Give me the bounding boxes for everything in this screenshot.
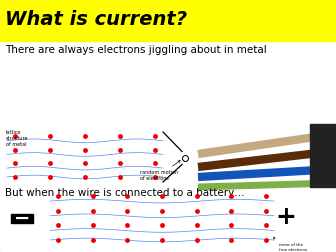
Text: random motion
of electrons: random motion of electrons	[140, 161, 180, 181]
Text: more of the
free electrons
are moving
towards the
positive end
of the wire: more of the free electrons are moving to…	[274, 237, 307, 252]
Text: lattice
structure
of metal: lattice structure of metal	[6, 130, 29, 147]
Text: There are always electrons jiggling about in metal: There are always electrons jiggling abou…	[5, 45, 267, 55]
Bar	[0, 0, 336, 41]
Text: +: +	[276, 205, 296, 229]
Text: What is current?: What is current?	[5, 10, 187, 29]
Bar	[310, 124, 336, 187]
Text: −: −	[14, 208, 30, 228]
Text: But when the wire is connected to a battery…: But when the wire is connected to a batt…	[5, 188, 245, 198]
Bar	[11, 213, 33, 223]
